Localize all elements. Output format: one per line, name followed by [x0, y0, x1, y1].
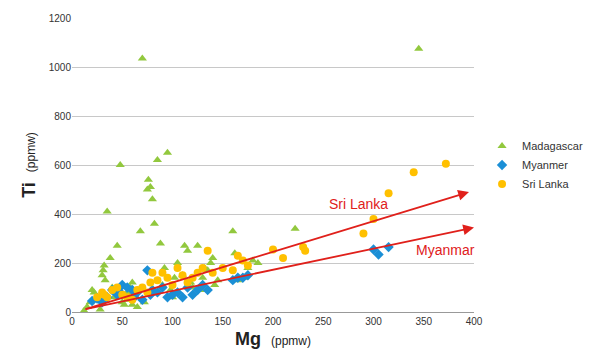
svg-text:800: 800 [54, 111, 71, 122]
svg-text:Myanmer: Myanmer [522, 159, 568, 171]
svg-text:400: 400 [466, 316, 483, 327]
svg-text:50: 50 [117, 316, 129, 327]
svg-text:Madagascar: Madagascar [522, 140, 583, 152]
svg-text:Sri Lanka: Sri Lanka [522, 178, 569, 190]
svg-text:250: 250 [315, 316, 332, 327]
svg-text:300: 300 [365, 316, 382, 327]
svg-text:1000: 1000 [49, 62, 72, 73]
svg-text:150: 150 [214, 316, 231, 327]
svg-text:Sri Lanka: Sri Lanka [329, 196, 388, 212]
svg-text:100: 100 [164, 316, 181, 327]
svg-text:200: 200 [265, 316, 282, 327]
svg-text:Myanmar: Myanmar [416, 242, 475, 258]
svg-text:1200: 1200 [49, 13, 72, 24]
svg-text:600: 600 [54, 160, 71, 171]
svg-text:200: 200 [54, 258, 71, 269]
svg-text:400: 400 [54, 209, 71, 220]
svg-text:Ti (ppmw): Ti (ppmw) [19, 132, 39, 198]
svg-text:0: 0 [65, 307, 71, 318]
svg-text:350: 350 [415, 316, 432, 327]
svg-text:Mg (ppmw): Mg (ppmw) [235, 329, 311, 349]
svg-text:0: 0 [69, 316, 75, 327]
